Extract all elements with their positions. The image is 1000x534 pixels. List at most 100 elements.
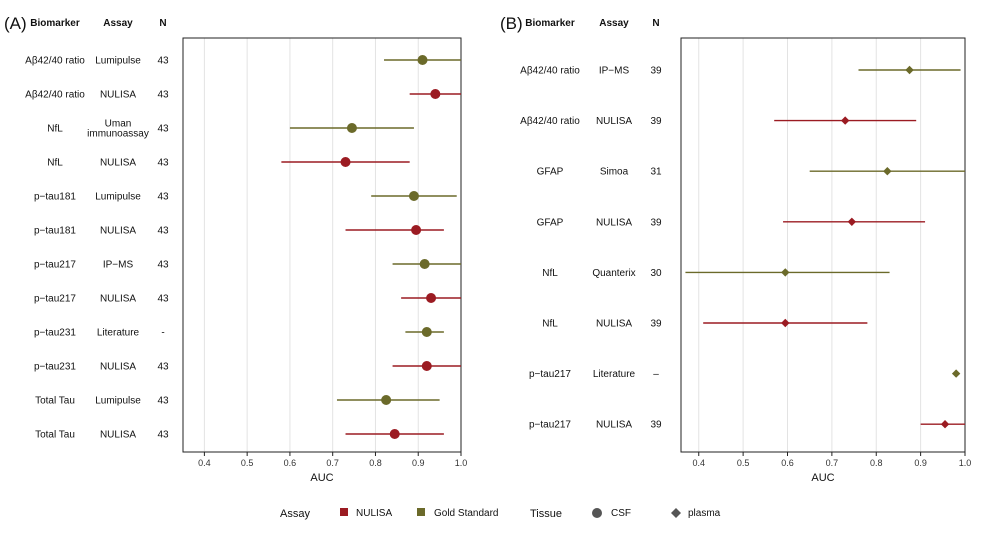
panel-b-x-tick-label: 0.4 xyxy=(692,458,705,468)
panel-a-row-n: 43 xyxy=(157,362,169,373)
panel-a-auc-point xyxy=(430,89,441,99)
panel-a-auc-point xyxy=(421,327,432,337)
panel-a-row-n: 43 xyxy=(157,158,169,169)
panel-a-x-tick-label: 1.0 xyxy=(455,458,468,468)
panel-b-header-n: N xyxy=(652,18,659,29)
panel-b-row-n: 31 xyxy=(650,167,662,178)
panel-a-auc-point xyxy=(419,259,430,269)
panel-b-auc-point xyxy=(840,116,850,125)
panel-a-auc-point xyxy=(417,55,428,65)
panel-b-tag: (B) xyxy=(500,14,523,33)
panel-b-plot-frame xyxy=(680,37,966,453)
panel-a-auc-point xyxy=(389,429,400,439)
panel-a-row-assay: Lumipulse xyxy=(95,56,141,67)
panel-a-x-tick-label: 0.6 xyxy=(284,458,297,468)
legend-nulisa-swatch xyxy=(340,508,348,516)
panel-a-row-assay: NULISA xyxy=(100,158,136,169)
panel-b-row-biomarker: Aβ42/40 ratio xyxy=(520,116,580,127)
panel-b-auc-point xyxy=(781,268,790,277)
panel-b-x-tick-label: 1.0 xyxy=(959,458,972,468)
panel-a-header-n: N xyxy=(159,18,166,29)
panel-a-auc-point xyxy=(340,157,351,167)
panel-b-row-assay: NULISA xyxy=(596,217,632,228)
panel-a-auc-point xyxy=(346,123,357,133)
panel-b-row-n: 39 xyxy=(650,319,662,330)
panel-b-row-assay: Quanterix xyxy=(592,268,635,279)
panel-a-auc-point xyxy=(408,191,419,201)
panel-a-x-tick-label: 0.7 xyxy=(326,458,339,468)
panel-a-row-assay: Literature xyxy=(97,328,140,339)
panel-b-row-assay: Literature xyxy=(593,369,636,380)
panel-a-row-n: 43 xyxy=(157,430,169,441)
panel-a-row-n: 43 xyxy=(157,90,169,101)
panel-a-row-assay: Uman xyxy=(105,119,132,130)
panel-b-auc-point xyxy=(951,369,961,378)
panel-a-plot-frame xyxy=(182,37,462,453)
legend-csf-circle-icon xyxy=(592,508,602,518)
panel-b-header-biomarker: Biomarker xyxy=(525,18,575,29)
panel-a-row-n: 43 xyxy=(157,396,169,407)
panel-a-auc-point xyxy=(421,361,432,371)
legend-csf-label: CSF xyxy=(611,508,631,519)
legend-plasma-diamond-icon xyxy=(671,508,681,518)
panel-a-row-n: 43 xyxy=(157,56,169,67)
panel-a-row-biomarker: NfL xyxy=(47,158,63,169)
panel-b-row-biomarker: p−tau217 xyxy=(529,369,571,380)
panel-a-x-axis-title: AUC xyxy=(310,472,333,484)
panel-b-row-biomarker: NfL xyxy=(542,319,558,330)
panel-a-x-tick-label: 0.4 xyxy=(198,458,211,468)
panel-b-row-assay: NULISA xyxy=(596,116,632,127)
panel-a-row-biomarker: p−tau217 xyxy=(34,260,76,271)
panel-b-auc-point xyxy=(781,318,790,328)
panel-b-row-n: 39 xyxy=(650,420,662,431)
panel-a-row-assay: Lumipulse xyxy=(95,396,141,407)
legend-tissue-title: Tissue xyxy=(530,508,562,520)
panel-a-row-biomarker: Aβ42/40 ratio xyxy=(25,90,85,101)
panel-b-x-tick-label: 0.7 xyxy=(826,458,839,468)
panel-a-row-biomarker: Total Tau xyxy=(35,430,75,441)
panel-a-header-biomarker: Biomarker xyxy=(30,18,80,29)
panel-b-row-biomarker: Aβ42/40 ratio xyxy=(520,66,580,77)
panel-a-x-tick-label: 0.5 xyxy=(241,458,254,468)
legend-gold-standard-label: Gold Standard xyxy=(434,508,499,519)
panel-a-row-biomarker: NfL xyxy=(47,124,63,135)
legend-nulisa-label: NULISA xyxy=(356,508,392,519)
panel-a-row-assay: NULISA xyxy=(100,430,136,441)
panel-a-row-n: 43 xyxy=(157,124,169,135)
panel-b-auc-point xyxy=(905,65,914,75)
panel-a-row-assay: NULISA xyxy=(100,294,136,305)
panel-b-x-tick-label: 0.5 xyxy=(737,458,750,468)
panel-a-row-biomarker: p−tau217 xyxy=(34,294,76,305)
panel-a-row-n: - xyxy=(161,328,164,339)
panel-a-row-biomarker: p−tau231 xyxy=(34,328,76,339)
panel-b-row-n: 30 xyxy=(650,268,662,279)
panel-a-row-biomarker: Total Tau xyxy=(35,396,75,407)
legend-plasma-label: plasma xyxy=(688,508,721,519)
panel-b-row-assay: IP−MS xyxy=(599,66,630,77)
panel-a-row-assay: NULISA xyxy=(100,90,136,101)
panel-a-row-biomarker: p−tau181 xyxy=(34,192,76,203)
panel-b-row-n: 39 xyxy=(650,116,662,127)
panel-b-auc-point xyxy=(847,217,857,226)
panel-b-x-axis-title: AUC xyxy=(811,472,834,484)
panel-b-row-assay: NULISA xyxy=(596,420,632,431)
panel-b-x-tick-label: 0.9 xyxy=(914,458,927,468)
panel-a-row-assay: IP−MS xyxy=(103,260,134,271)
panel-a-row-biomarker: p−tau231 xyxy=(34,362,76,373)
panel-a-x-tick-label: 0.8 xyxy=(369,458,382,468)
panel-a-row-biomarker: Aβ42/40 ratio xyxy=(25,56,85,67)
legend-gold-standard-swatch xyxy=(417,508,425,516)
panel-a-auc-point xyxy=(426,293,437,303)
panel-a-row-assay: immunoassay xyxy=(87,129,149,140)
panel-a-row-assay: NULISA xyxy=(100,226,136,237)
panel-b-x-tick-label: 0.8 xyxy=(870,458,883,468)
panel-b-auc-point xyxy=(940,420,950,429)
panel-a-row-biomarker: p−tau181 xyxy=(34,226,76,237)
panel-a-auc-point xyxy=(381,395,392,405)
panel-a-row-n: 43 xyxy=(157,192,169,203)
panel-b: (B) Biomarker Assay N 0.4 0.5 0.6 0.7 0.8 0.9 1.0 A… xyxy=(500,14,971,484)
panel-b-auc-point xyxy=(883,167,892,176)
panel-a-row-assay: NULISA xyxy=(100,362,136,373)
panel-b-header-assay: Assay xyxy=(599,18,629,29)
